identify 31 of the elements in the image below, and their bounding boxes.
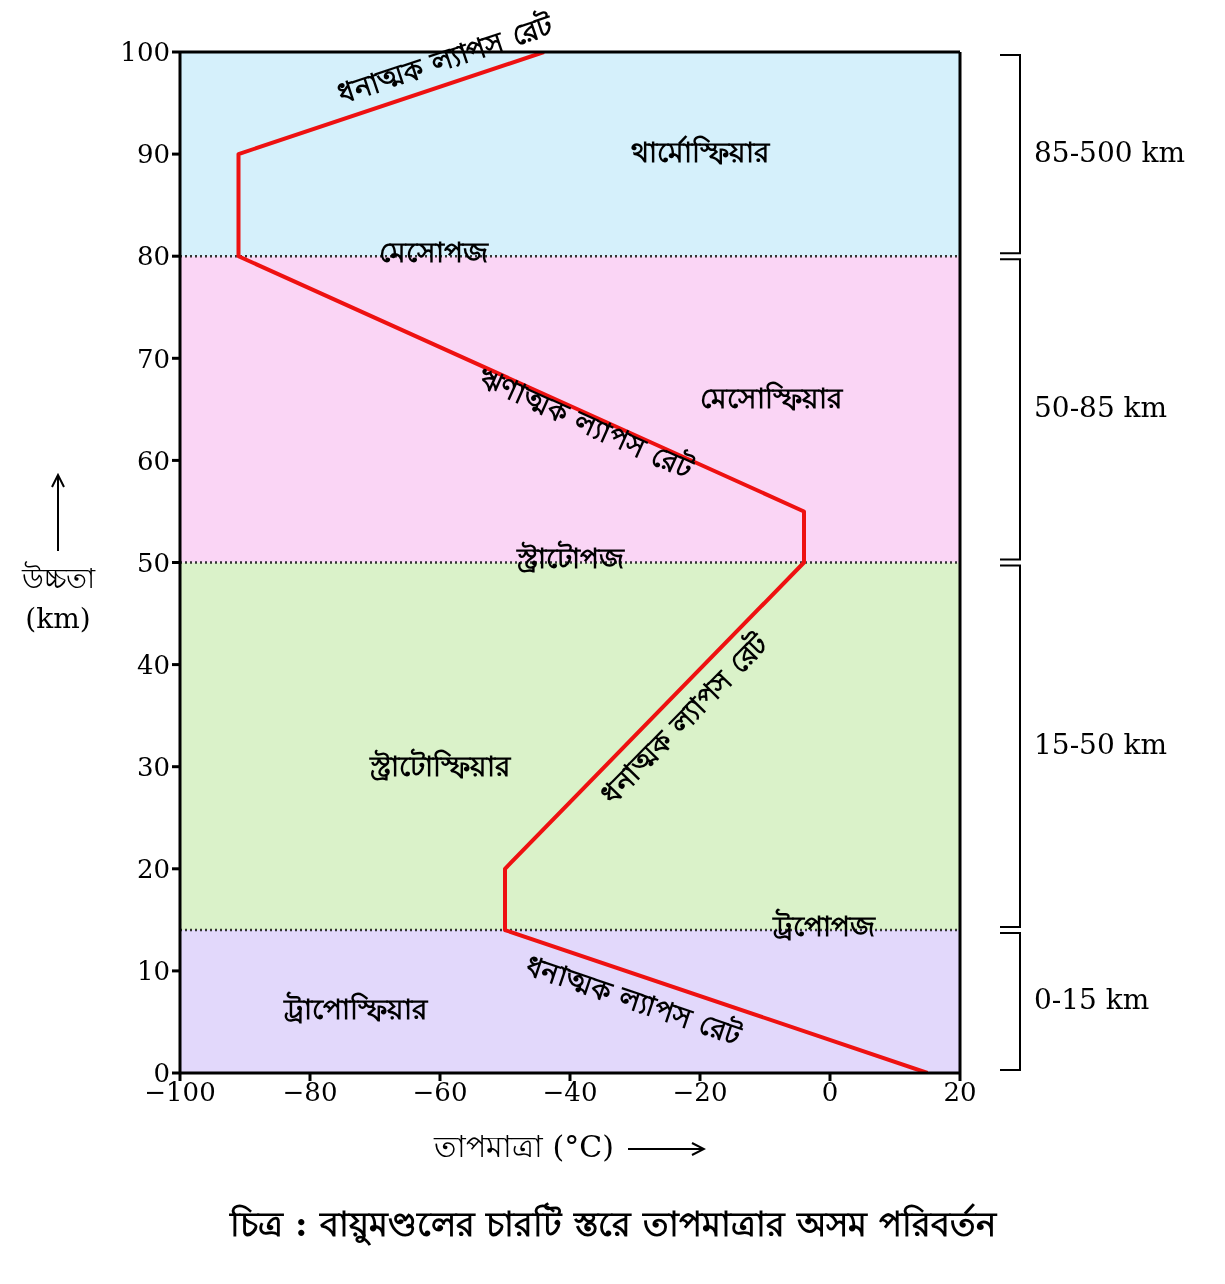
x-tick-label: −40: [542, 1077, 598, 1108]
band-label: স্ট্রাটোস্ফিয়ার: [368, 747, 512, 783]
band-label: থার্মোস্ফিয়ার: [631, 134, 772, 169]
y-tick-label: 70: [136, 343, 170, 374]
y-tick-label: 100: [120, 37, 170, 68]
text: 85-500 km: [1034, 135, 1185, 169]
text: 50-85 km: [1034, 390, 1168, 424]
text: চিত্র : বায়ুমণ্ডলের চারটি স্তরে তাপমাত্রার অসম পরিবর্তন: [228, 1201, 999, 1248]
ref-line-label: স্ট্রাটোপজ: [515, 540, 625, 575]
y-tick-label: 80: [136, 241, 170, 272]
text: 15-50 km: [1034, 727, 1168, 761]
x-tick-label: −60: [412, 1077, 468, 1108]
x-tick-label: −80: [282, 1077, 338, 1108]
y-axis-title: উচ্চতা (km): [20, 560, 97, 637]
ref-line-label: ট্রপোপজ: [771, 907, 876, 943]
x-axis-title: তাপমাত্রা (°C): [434, 1129, 614, 1164]
ref-line-label: মেসোপজ: [379, 235, 489, 269]
y-tick-label: 50: [136, 547, 170, 578]
x-tick-label: −20: [672, 1077, 728, 1108]
text: 0-15 km: [1034, 983, 1150, 1017]
y-tick-label: 10: [136, 956, 170, 987]
annotation: ধনাত্মক ল্যাপস রেট: [522, 947, 747, 1053]
y-tick-label: 60: [136, 445, 170, 476]
x-tick-label: 20: [943, 1077, 977, 1108]
y-tick-label: 90: [136, 139, 170, 170]
x-tick-label: 0: [821, 1077, 839, 1108]
band-label: মেসোস্ফিয়ার: [700, 380, 845, 415]
y-tick-label: 30: [136, 751, 170, 782]
band-label: ট্রাপোস্ফিয়ার: [283, 991, 429, 1027]
y-tick-label: 40: [136, 649, 170, 680]
y-tick-label: 20: [136, 854, 170, 885]
